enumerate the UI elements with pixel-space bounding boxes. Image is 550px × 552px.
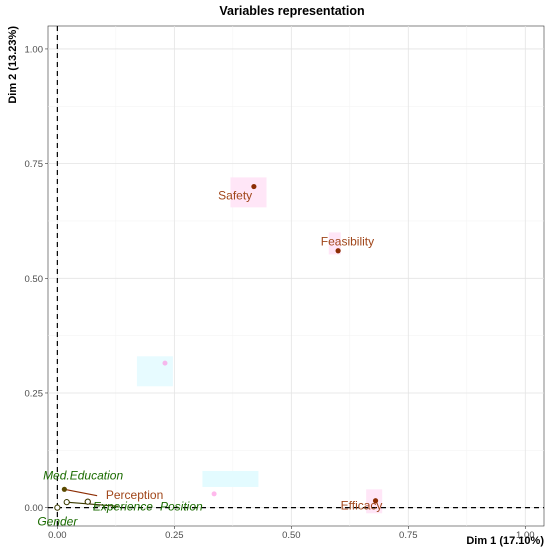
- x-tick-label: 0.00: [48, 530, 67, 541]
- plot-panel: [47, 25, 545, 527]
- label-connector: [66, 501, 119, 507]
- data-point: [54, 504, 61, 511]
- point-label: Gender: [37, 514, 78, 528]
- y-tick-label: 0.50: [25, 274, 44, 285]
- point-labels: Safety Feasibility Efficacy Perception Med.E…: [37, 189, 382, 529]
- x-tick-label: 0.75: [399, 530, 418, 541]
- label-highlight: [230, 177, 267, 208]
- data-point: [372, 498, 379, 504]
- x-axis-ticks: 0.00 0.25 0.50 0.75 1.00: [48, 526, 535, 541]
- data-point: [84, 498, 91, 505]
- data-points: [54, 183, 379, 511]
- y-tick-label: 0.75: [25, 159, 44, 170]
- y-axis-ticks: 0.00 0.25 0.50 0.75 1.00: [25, 44, 48, 514]
- y-axis-label: Dim 2 (13.23%): [7, 26, 19, 104]
- x-tick-label: 0.50: [282, 530, 301, 541]
- x-tick-label: 0.25: [165, 530, 184, 541]
- label-connector: [64, 488, 98, 497]
- x-axis-label: Dim 1 (17.10%): [466, 535, 544, 547]
- data-point: [251, 183, 257, 190]
- point-label: Position: [160, 499, 203, 513]
- point-label: Perception: [106, 488, 163, 502]
- point-label: Safety: [218, 189, 252, 203]
- ghost-label-box: [202, 470, 259, 487]
- point-label: Experience: [93, 500, 153, 514]
- ghost-label-box: [136, 356, 173, 387]
- x-tick-label: 1.00: [516, 530, 535, 541]
- point-label: Med.Education: [43, 469, 123, 483]
- y-tick-label: 0.25: [25, 388, 44, 399]
- reference-lines: [48, 26, 544, 526]
- point-label: Feasibility: [321, 235, 374, 249]
- ghost-point: [211, 491, 217, 497]
- ghost-point: [162, 360, 168, 366]
- point-label: Efficacy: [341, 498, 383, 512]
- chart-title: Variables representation: [219, 4, 364, 18]
- data-point: [335, 248, 341, 254]
- data-point: [63, 499, 70, 506]
- label-connectors: [64, 488, 119, 507]
- y-tick-label: 0.00: [25, 503, 44, 514]
- y-tick-label: 1.00: [25, 44, 44, 55]
- data-point: [61, 486, 67, 492]
